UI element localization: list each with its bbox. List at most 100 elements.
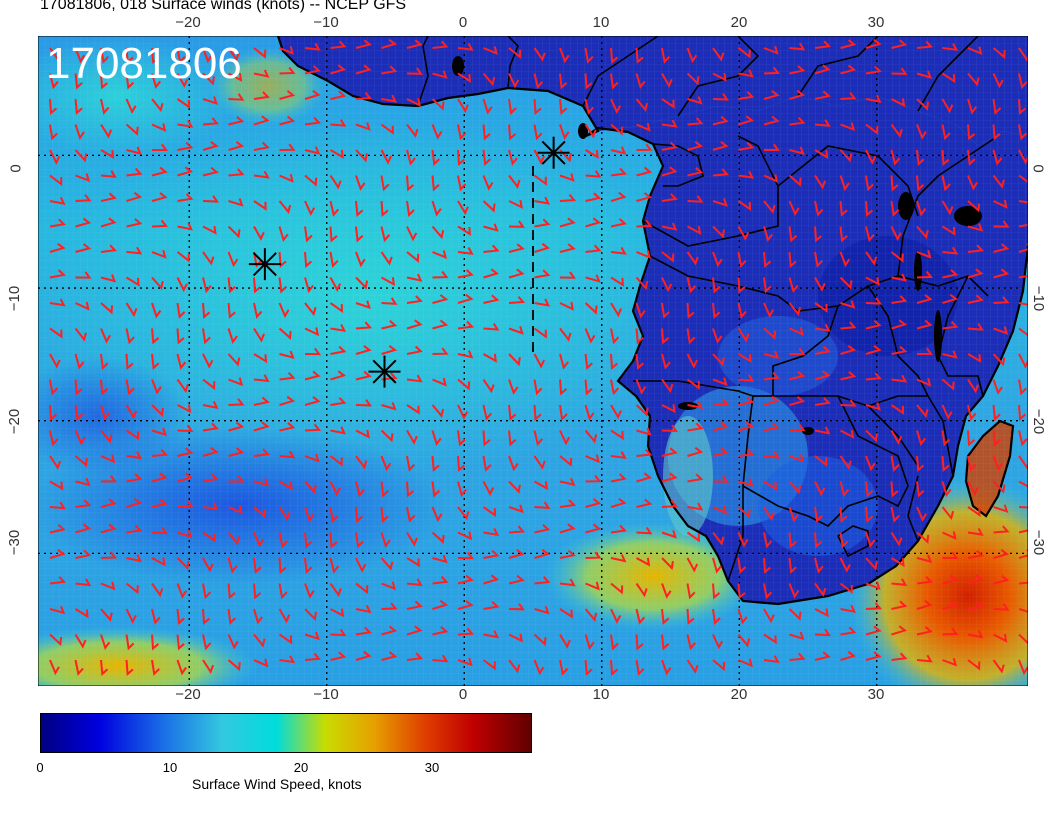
wind-barb xyxy=(304,423,322,432)
wind-barb xyxy=(75,523,92,534)
wind-barb xyxy=(508,455,519,472)
wind-barb xyxy=(100,581,116,591)
wind-barb xyxy=(891,374,908,383)
wind-barb xyxy=(610,302,622,318)
wind-barb xyxy=(202,277,212,294)
wind-barb xyxy=(737,277,746,294)
wind-barb xyxy=(74,633,87,649)
wind-barb xyxy=(279,46,294,55)
wind-barb xyxy=(508,659,521,674)
wind-barb xyxy=(432,270,449,279)
wind-barb xyxy=(636,526,653,535)
wind-barb xyxy=(891,98,906,108)
wind-barb xyxy=(49,196,66,205)
wind-barb xyxy=(457,350,474,359)
wind-barb xyxy=(891,295,908,304)
wind-barb xyxy=(126,167,143,177)
wind-barb xyxy=(355,582,369,595)
wind-barb xyxy=(278,532,288,549)
wind-barb xyxy=(431,149,440,166)
wind-barb xyxy=(993,549,1010,559)
wind-barb xyxy=(738,170,755,179)
wind-barb xyxy=(737,200,752,211)
wind-barb xyxy=(737,583,746,600)
country-borders xyxy=(417,35,999,582)
wind-barb xyxy=(865,481,874,498)
wind-barb xyxy=(712,93,729,101)
wind-barb xyxy=(330,119,347,127)
wind-barb xyxy=(177,499,194,508)
wind-barb xyxy=(457,600,474,610)
wind-barb xyxy=(687,141,704,151)
wind-barb xyxy=(432,250,447,259)
wind-barb xyxy=(329,506,339,523)
wind-barb xyxy=(176,73,189,88)
wind-barb xyxy=(712,47,725,62)
wind-barb xyxy=(74,608,89,619)
wind-barb xyxy=(610,554,627,563)
wind-barb xyxy=(457,551,474,560)
wind-barb xyxy=(227,353,241,367)
wind-barb xyxy=(865,251,878,266)
wind-barb xyxy=(967,175,978,191)
wind-barb xyxy=(585,498,602,508)
wind-barb xyxy=(534,218,551,228)
wind-barb xyxy=(202,225,217,235)
wind-barb xyxy=(942,320,959,330)
wind-barb xyxy=(151,427,167,437)
wind-barb xyxy=(584,73,593,90)
wind-barb xyxy=(355,226,364,243)
wind-barb xyxy=(508,73,520,89)
wind-barb xyxy=(457,43,474,51)
wind-barb xyxy=(814,582,827,597)
wind-barb xyxy=(738,448,755,457)
wind-barb xyxy=(763,302,775,319)
wind-barb xyxy=(814,506,823,523)
wind-barb xyxy=(610,146,627,155)
wind-barb xyxy=(839,175,850,192)
wind-barb xyxy=(508,220,525,228)
wind-barb xyxy=(865,149,877,165)
wind-barb xyxy=(406,625,423,636)
wind-barb xyxy=(763,395,780,406)
wind-barb xyxy=(483,223,499,232)
wind-barb xyxy=(789,370,806,381)
wind-barb xyxy=(737,608,748,625)
wind-barb xyxy=(151,634,160,651)
wind-barb xyxy=(329,277,342,293)
wind-barb xyxy=(406,319,423,330)
wind-barb xyxy=(202,502,219,511)
wind-barb xyxy=(304,532,313,549)
wind-barb xyxy=(559,47,570,64)
wind-barb xyxy=(763,90,780,100)
wind-barb xyxy=(559,499,576,508)
wind-barb xyxy=(253,200,267,211)
wind-barb xyxy=(891,625,908,636)
wind-barb xyxy=(584,328,596,344)
wind-barb xyxy=(49,242,66,253)
wind-barb xyxy=(380,455,392,472)
wind-barb xyxy=(49,298,66,307)
wind-barb xyxy=(457,506,470,521)
wind-barb xyxy=(406,600,423,610)
wind-barb xyxy=(227,608,237,625)
wind-barb xyxy=(941,98,954,114)
wind-barb xyxy=(840,345,857,355)
wind-barb xyxy=(100,475,117,483)
wind-barb xyxy=(151,659,160,676)
wind-barb xyxy=(712,583,721,600)
wind-barb xyxy=(151,608,161,625)
wind-barb xyxy=(584,379,593,396)
wind-barb xyxy=(763,480,778,491)
wind-barb xyxy=(788,480,802,495)
wind-barb xyxy=(100,123,113,139)
wind-barb xyxy=(661,424,678,432)
wind-barb xyxy=(202,47,213,64)
wind-barb xyxy=(737,532,749,548)
wind-barb xyxy=(176,583,188,599)
wind-barb xyxy=(151,448,168,457)
wind-barb xyxy=(992,174,1005,189)
wind-barb xyxy=(125,659,134,677)
wind-barb xyxy=(304,608,317,621)
wind-barb xyxy=(432,377,447,387)
